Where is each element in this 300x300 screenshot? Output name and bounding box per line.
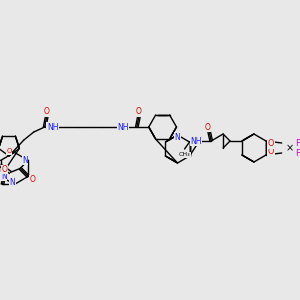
Text: O: O [136,107,142,116]
Text: O: O [268,148,274,157]
Text: NH: NH [117,122,129,131]
Text: O: O [6,148,12,154]
Text: O: O [29,175,35,184]
Text: N: N [10,178,15,187]
Text: N: N [175,133,180,142]
Text: F: F [295,148,300,158]
Text: NH: NH [190,136,202,146]
Text: F: F [295,139,300,148]
Text: NH: NH [47,122,58,131]
Text: O: O [2,165,8,174]
Text: ×: × [286,143,294,153]
Text: N: N [1,172,7,181]
Text: CH₃: CH₃ [179,152,190,158]
Text: O: O [44,107,50,116]
Text: N: N [22,156,28,165]
Text: O: O [204,122,210,131]
Text: O: O [268,140,274,148]
